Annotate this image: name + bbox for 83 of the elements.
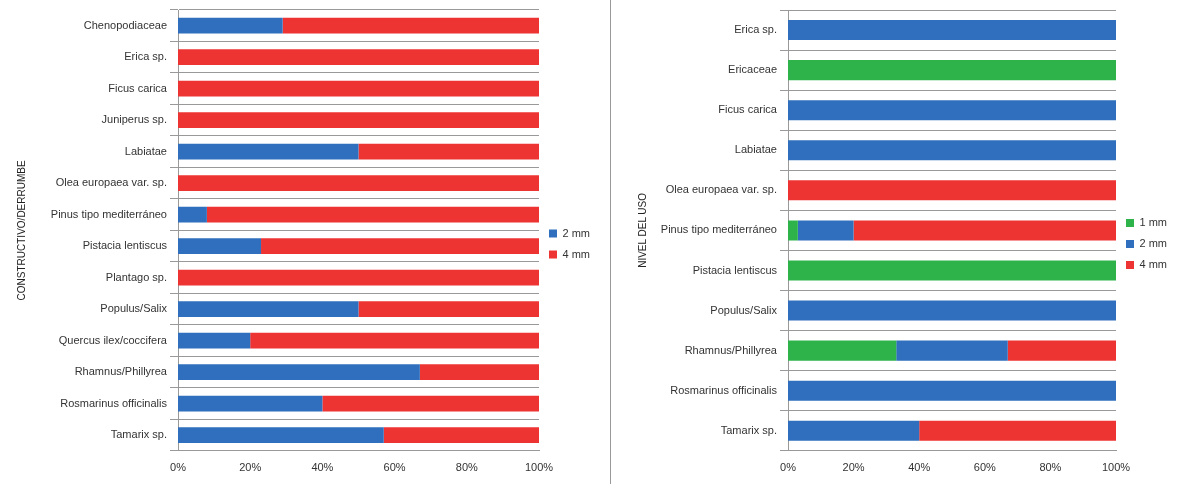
y-tick-label: Tamarix sp. <box>720 423 777 436</box>
bar <box>178 332 251 349</box>
bar <box>178 238 262 255</box>
x-tick-label: 100% <box>524 461 554 474</box>
legend-label: 4 mm <box>1139 258 1167 271</box>
legend-label: 2 mm <box>562 226 590 239</box>
bar <box>178 175 539 192</box>
bar <box>178 301 359 317</box>
bar <box>1007 340 1116 361</box>
y-axis-title: CONSTRUCTIVO/DERRUMBE <box>15 160 27 301</box>
bar <box>322 395 539 412</box>
legend-label: 4 mm <box>562 247 590 260</box>
x-tick-label: 40% <box>908 461 931 474</box>
bar <box>896 340 1008 361</box>
legend-label: 2 mm <box>1139 237 1167 250</box>
bar <box>282 17 539 34</box>
bar <box>178 427 384 443</box>
y-tick-label: Labiatae <box>734 143 777 156</box>
y-tick-label: Rhamnus/Phillyrea <box>74 365 168 378</box>
legend-label: 1 mm <box>1139 216 1167 229</box>
x-tick-label: 100% <box>1101 461 1131 474</box>
x-tick-label: 60% <box>973 461 997 474</box>
y-tick-label: Pinus tipo mediterráneo <box>50 207 167 220</box>
y-tick-label: Erica sp. <box>124 50 167 63</box>
bar <box>178 206 207 223</box>
bar <box>788 180 1116 201</box>
x-tick-label: 80% <box>455 461 479 474</box>
bar <box>853 220 1116 241</box>
bar <box>788 340 897 361</box>
bar <box>788 20 1116 41</box>
bar <box>358 143 539 160</box>
bar <box>788 260 1116 281</box>
bar <box>261 238 539 255</box>
y-tick-label: Populus/Salix <box>100 302 168 315</box>
y-tick-label: Ficus carica <box>108 81 168 94</box>
bar <box>178 364 420 380</box>
bar <box>788 220 798 241</box>
y-tick-label: Pistacia lentiscus <box>692 263 778 276</box>
x-tick-label: 40% <box>311 461 334 474</box>
bar <box>788 300 1116 321</box>
bar <box>178 112 539 129</box>
y-axis-title: NIVEL DEL USO <box>636 192 648 268</box>
bar <box>788 60 1116 81</box>
y-tick-label: Rosmarinus officinalis <box>670 383 778 396</box>
y-tick-label: Olea europaea var. sp. <box>55 176 167 189</box>
x-tick-label: 60% <box>383 461 406 474</box>
y-tick-label: Ericaceae <box>728 63 777 76</box>
x-tick-label: 20% <box>842 461 865 474</box>
x-tick-label: 0% <box>780 461 797 474</box>
bar <box>419 364 539 380</box>
bar <box>788 140 1116 161</box>
y-tick-label: Olea europaea var. sp. <box>665 183 777 196</box>
bar <box>178 395 323 412</box>
y-tick-label: Rosmarinus officinalis <box>60 396 168 409</box>
bar <box>178 17 283 34</box>
bar <box>178 80 539 97</box>
y-tick-label: Labiatae <box>124 144 167 157</box>
bar <box>797 220 854 241</box>
bar <box>178 269 539 286</box>
bar <box>358 301 539 317</box>
bar <box>919 420 1116 441</box>
x-tick-label: 20% <box>239 461 262 474</box>
bar <box>788 100 1116 121</box>
y-tick-label: Erica sp. <box>734 23 777 36</box>
y-tick-label: Plantago sp. <box>105 270 167 283</box>
y-tick-label: Tamarix sp. <box>110 428 167 441</box>
bar <box>178 143 359 160</box>
y-tick-label: Juniperus sp. <box>101 113 167 126</box>
bar <box>206 206 539 223</box>
bar <box>383 427 539 443</box>
y-tick-label: Pinus tipo mediterráneo <box>660 223 777 236</box>
y-tick-label: Populus/Salix <box>710 303 778 316</box>
y-tick-label: Pistacia lentiscus <box>82 239 168 252</box>
y-tick-label: Quercus ilex/coccifera <box>58 333 168 346</box>
y-tick-label: Chenopodiaceae <box>83 18 167 31</box>
y-tick-label: Rhamnus/Phillyrea <box>684 343 778 356</box>
bar <box>178 49 539 66</box>
x-tick-label: 80% <box>1039 461 1062 474</box>
y-tick-label: Ficus carica <box>718 103 778 116</box>
bar <box>788 380 1116 401</box>
bar <box>788 420 920 441</box>
x-tick-label: 0% <box>170 461 187 474</box>
bar <box>250 332 539 349</box>
